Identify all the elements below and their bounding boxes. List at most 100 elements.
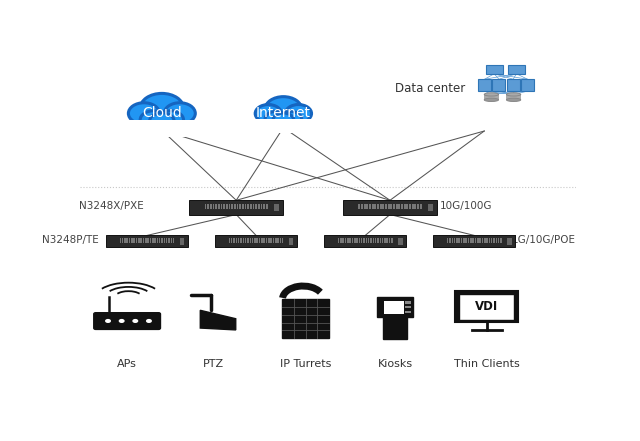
Bar (270, 238, 272, 243)
Bar (477, 238, 479, 243)
Circle shape (140, 93, 184, 123)
Bar (372, 238, 374, 243)
FancyBboxPatch shape (106, 235, 188, 247)
Bar (264, 238, 265, 243)
Bar (493, 238, 495, 243)
FancyBboxPatch shape (507, 238, 511, 245)
Circle shape (280, 111, 301, 127)
Text: Internet: Internet (256, 106, 311, 120)
Text: Data center: Data center (395, 82, 465, 95)
Bar (223, 204, 225, 209)
FancyBboxPatch shape (383, 317, 407, 339)
Ellipse shape (484, 98, 499, 101)
Bar (164, 238, 165, 243)
Bar (417, 204, 419, 209)
Bar (255, 204, 257, 209)
Bar (159, 238, 161, 243)
Bar (354, 238, 355, 243)
FancyBboxPatch shape (507, 79, 520, 91)
Bar (122, 238, 124, 243)
Bar (259, 238, 260, 243)
Bar (465, 238, 467, 243)
Bar (488, 238, 490, 243)
Bar (215, 204, 217, 209)
Bar (409, 204, 411, 209)
FancyBboxPatch shape (404, 301, 410, 304)
Bar (218, 204, 220, 209)
Bar (391, 238, 392, 243)
Text: N3248X/PXE: N3248X/PXE (79, 202, 143, 211)
Bar (412, 204, 413, 209)
Bar (415, 204, 416, 209)
FancyBboxPatch shape (460, 294, 514, 320)
Bar (168, 238, 170, 243)
Bar (404, 204, 406, 209)
Bar (368, 238, 369, 243)
Bar (236, 238, 237, 243)
Bar (120, 238, 121, 243)
Text: Kiosks: Kiosks (378, 359, 413, 369)
Bar (243, 238, 244, 243)
Bar (380, 238, 381, 243)
Bar (264, 204, 265, 209)
Bar (349, 238, 351, 243)
Bar (468, 238, 469, 243)
Bar (282, 238, 284, 243)
Bar (375, 238, 376, 243)
Bar (245, 238, 246, 243)
Circle shape (164, 103, 195, 124)
Circle shape (150, 113, 174, 130)
Text: 10G/100G: 10G/100G (440, 202, 492, 211)
Bar (461, 238, 462, 243)
Bar (456, 238, 458, 243)
Bar (484, 238, 486, 243)
FancyBboxPatch shape (486, 65, 502, 75)
Circle shape (255, 105, 282, 123)
Bar (352, 238, 353, 243)
Bar (257, 238, 258, 243)
Bar (161, 238, 163, 243)
Bar (242, 204, 244, 209)
Circle shape (157, 111, 184, 129)
Bar (358, 204, 360, 209)
Text: Cloud: Cloud (142, 106, 182, 120)
Bar (231, 238, 232, 243)
Bar (498, 238, 499, 243)
FancyBboxPatch shape (289, 238, 293, 245)
Bar (367, 204, 368, 209)
Bar (388, 238, 390, 243)
Bar (232, 204, 233, 209)
Bar (234, 238, 235, 243)
Bar (228, 204, 230, 209)
FancyBboxPatch shape (282, 299, 329, 338)
FancyBboxPatch shape (398, 238, 403, 245)
Bar (166, 238, 168, 243)
FancyBboxPatch shape (492, 79, 506, 91)
FancyBboxPatch shape (189, 200, 284, 215)
Bar (266, 204, 268, 209)
FancyBboxPatch shape (215, 235, 297, 247)
Bar (506, 94, 521, 100)
FancyBboxPatch shape (404, 306, 410, 308)
Bar (396, 204, 397, 209)
Text: IP Turrets: IP Turrets (280, 359, 332, 369)
Bar (387, 238, 388, 243)
FancyBboxPatch shape (377, 297, 413, 317)
Bar (147, 238, 149, 243)
FancyBboxPatch shape (433, 235, 515, 247)
Bar (280, 238, 281, 243)
Bar (207, 204, 209, 209)
Bar (380, 204, 381, 209)
Bar (369, 204, 371, 209)
Bar (205, 204, 207, 209)
Circle shape (146, 319, 152, 323)
Bar (482, 238, 483, 243)
Bar (239, 204, 241, 209)
Bar (250, 204, 252, 209)
Bar (406, 204, 408, 209)
Bar (382, 238, 383, 243)
Bar (261, 238, 262, 243)
Text: APs: APs (117, 359, 137, 369)
Bar (237, 204, 239, 209)
Polygon shape (200, 310, 236, 330)
